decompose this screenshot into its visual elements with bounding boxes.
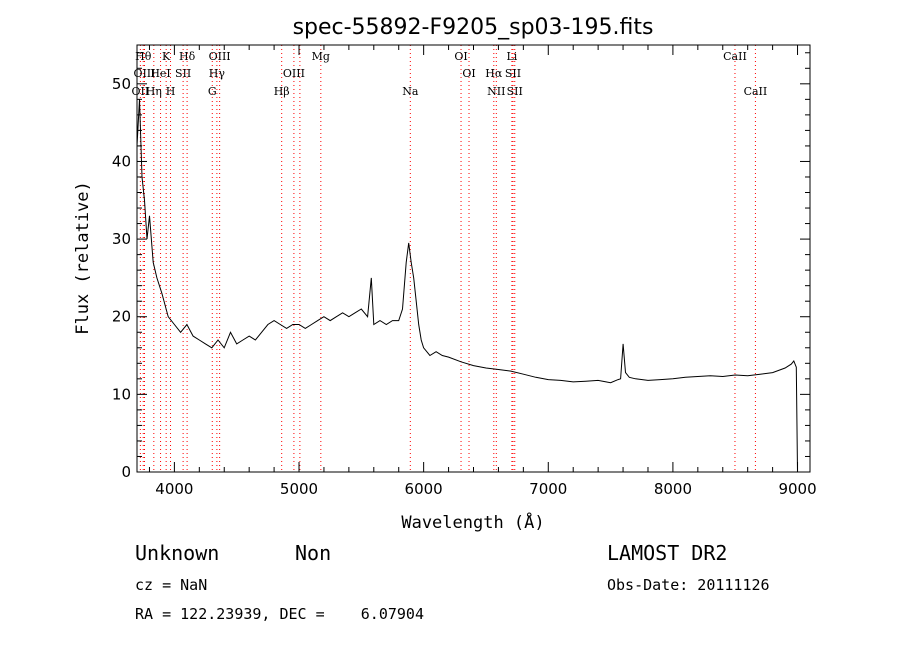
axis-ticks: 4000 5000 6000 7000 8000 9000 0 10 20 30 40 50	[112, 45, 817, 498]
survey-name: LAMOST DR2	[607, 541, 728, 565]
plot-frame	[136, 44, 811, 473]
spectral-line-label: OI	[462, 67, 475, 80]
spectral-line-label: Hη	[146, 85, 162, 98]
spectral-line-label: HeI	[150, 67, 170, 80]
spectral-line-label: Hθ	[135, 50, 152, 63]
spectral-line-labels: OII Hθ OIII Hη K HeI SII H Hδ OIII Hγ G Hβ OIII Mg Na OI…	[132, 50, 768, 98]
spectral-line-label: SII	[505, 67, 521, 80]
spectral-line-label: Li	[506, 50, 517, 63]
y-tick-label: 30	[112, 230, 131, 248]
x-tick-label: 5000	[280, 480, 318, 498]
spectral-line-label: Na	[402, 85, 419, 98]
spectral-line-label: OIII	[283, 67, 305, 80]
spectrum-line	[136, 99, 798, 473]
spectral-line-label: CaII	[744, 85, 768, 98]
spectral-line-label: OII	[132, 85, 150, 98]
y-tick-label: 50	[112, 75, 131, 93]
spectral-line-label: Hγ	[209, 67, 226, 80]
x-axis-label: Wavelength (Å)	[401, 511, 544, 533]
spectral-line-label: G	[208, 85, 217, 98]
x-tick-label: 7000	[529, 480, 567, 498]
spectral-line-label: OIII	[133, 67, 155, 80]
ra-dec-coordinates: RA = 122.23939, DEC = 6.07904	[135, 605, 424, 623]
y-axis-label: Flux (relative)	[73, 181, 93, 335]
spectral-line-label: H	[166, 85, 176, 98]
y-tick-label: 0	[121, 463, 131, 481]
spectral-line-label: Mg	[312, 50, 330, 63]
spectral-line-label: SII	[507, 85, 523, 98]
x-tick-label: 9000	[778, 480, 816, 498]
spectral-subclass: Non	[295, 541, 332, 565]
x-tick-label: 8000	[654, 480, 692, 498]
spectral-line-label: CaII	[723, 50, 747, 63]
redshift-cz: cz = NaN	[135, 576, 208, 594]
chart-title: spec-55892-F9205_sp03-195.fits	[293, 15, 654, 40]
x-tick-label: 4000	[155, 480, 193, 498]
spectral-line-label: OIII	[209, 50, 231, 63]
spectral-line-label: Hδ	[179, 50, 196, 63]
spectral-line-label: OI	[454, 50, 467, 63]
spectral-line-label: Hβ	[274, 85, 290, 98]
y-tick-label: 10	[112, 385, 131, 403]
y-tick-label: 40	[112, 152, 131, 170]
spectral-line-label: NII	[487, 85, 505, 98]
y-tick-label: 20	[112, 308, 131, 326]
observation-date: Obs-Date: 20111126	[607, 576, 770, 594]
spectral-class: Unknown	[135, 541, 220, 565]
spectral-line-label: SII	[175, 67, 191, 80]
spectral-line-label: K	[162, 50, 171, 63]
spectral-line-markers	[139, 45, 756, 472]
x-tick-label: 6000	[405, 480, 443, 498]
spectral-line-label: Hα	[485, 67, 503, 80]
